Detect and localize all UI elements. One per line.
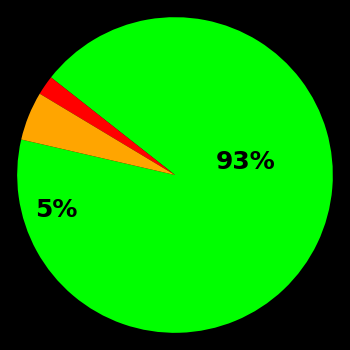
Text: 5%: 5% (35, 198, 78, 222)
Wedge shape (21, 94, 175, 175)
Wedge shape (17, 17, 333, 333)
Text: 93%: 93% (216, 150, 276, 174)
Wedge shape (40, 77, 175, 175)
